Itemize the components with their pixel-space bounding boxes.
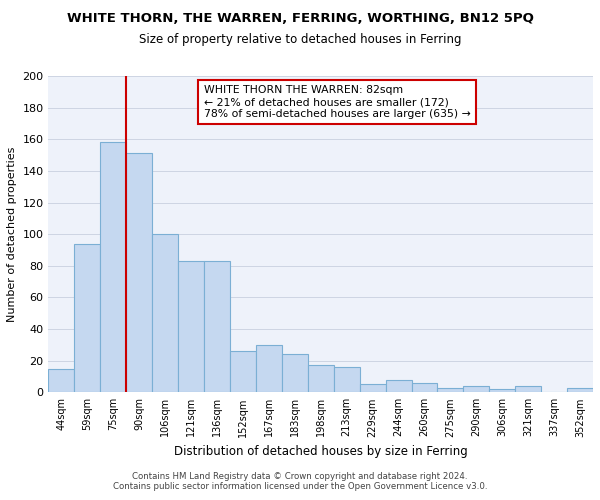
Bar — [230, 351, 256, 393]
Bar — [100, 142, 126, 392]
Y-axis label: Number of detached properties: Number of detached properties — [7, 146, 17, 322]
Bar — [178, 261, 204, 392]
Bar — [490, 389, 515, 392]
Bar — [74, 244, 100, 392]
Bar — [359, 384, 386, 392]
Bar — [256, 345, 282, 393]
Bar — [204, 261, 230, 392]
Text: Contains HM Land Registry data © Crown copyright and database right 2024.: Contains HM Land Registry data © Crown c… — [132, 472, 468, 481]
Bar — [126, 154, 152, 392]
Text: WHITE THORN THE WARREN: 82sqm
← 21% of detached houses are smaller (172)
78% of : WHITE THORN THE WARREN: 82sqm ← 21% of d… — [203, 86, 470, 118]
Text: WHITE THORN, THE WARREN, FERRING, WORTHING, BN12 5PQ: WHITE THORN, THE WARREN, FERRING, WORTHI… — [67, 12, 533, 26]
Text: Contains public sector information licensed under the Open Government Licence v3: Contains public sector information licen… — [113, 482, 487, 491]
Bar — [437, 388, 463, 392]
Bar — [515, 386, 541, 392]
Bar — [282, 354, 308, 393]
X-axis label: Distribution of detached houses by size in Ferring: Distribution of detached houses by size … — [174, 445, 467, 458]
Bar — [463, 386, 490, 392]
Bar — [567, 388, 593, 392]
Bar — [386, 380, 412, 392]
Bar — [308, 366, 334, 392]
Bar — [49, 368, 74, 392]
Bar — [334, 367, 359, 392]
Bar — [412, 383, 437, 392]
Bar — [152, 234, 178, 392]
Text: Size of property relative to detached houses in Ferring: Size of property relative to detached ho… — [139, 32, 461, 46]
